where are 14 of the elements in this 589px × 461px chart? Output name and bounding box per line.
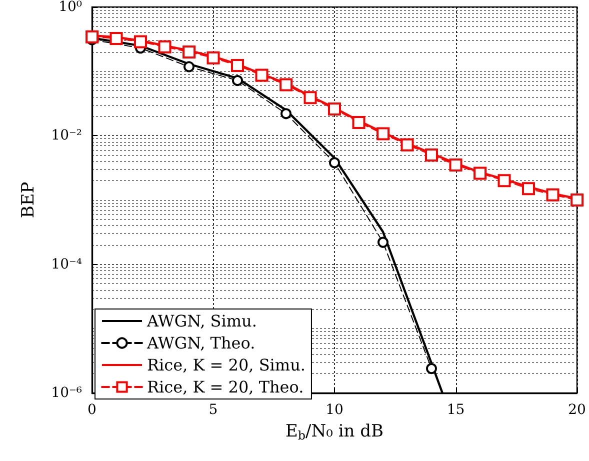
legend-label: Rice, K = 20, Theo. (147, 378, 304, 396)
y-tick-label: 10⁻⁴ (51, 256, 82, 272)
x-tick-label: 20 (568, 402, 586, 418)
legend-label: AWGN, Theo. (146, 334, 256, 352)
legend-label: Rice, K = 20, Simu. (147, 356, 306, 374)
y-tick-label: 10⁻⁶ (51, 385, 82, 401)
x-tick-label: 0 (88, 402, 96, 418)
legend-label: AWGN, Simu. (146, 312, 257, 330)
y-tick-label: 10⁻² (51, 128, 82, 144)
x-tick-label: 15 (446, 402, 465, 418)
y-tick-label: 10⁰ (58, 0, 82, 15)
x-tick-label: 10 (326, 402, 344, 418)
y-axis-title: BEP (18, 182, 38, 218)
x-tick-label: 5 (208, 402, 218, 418)
